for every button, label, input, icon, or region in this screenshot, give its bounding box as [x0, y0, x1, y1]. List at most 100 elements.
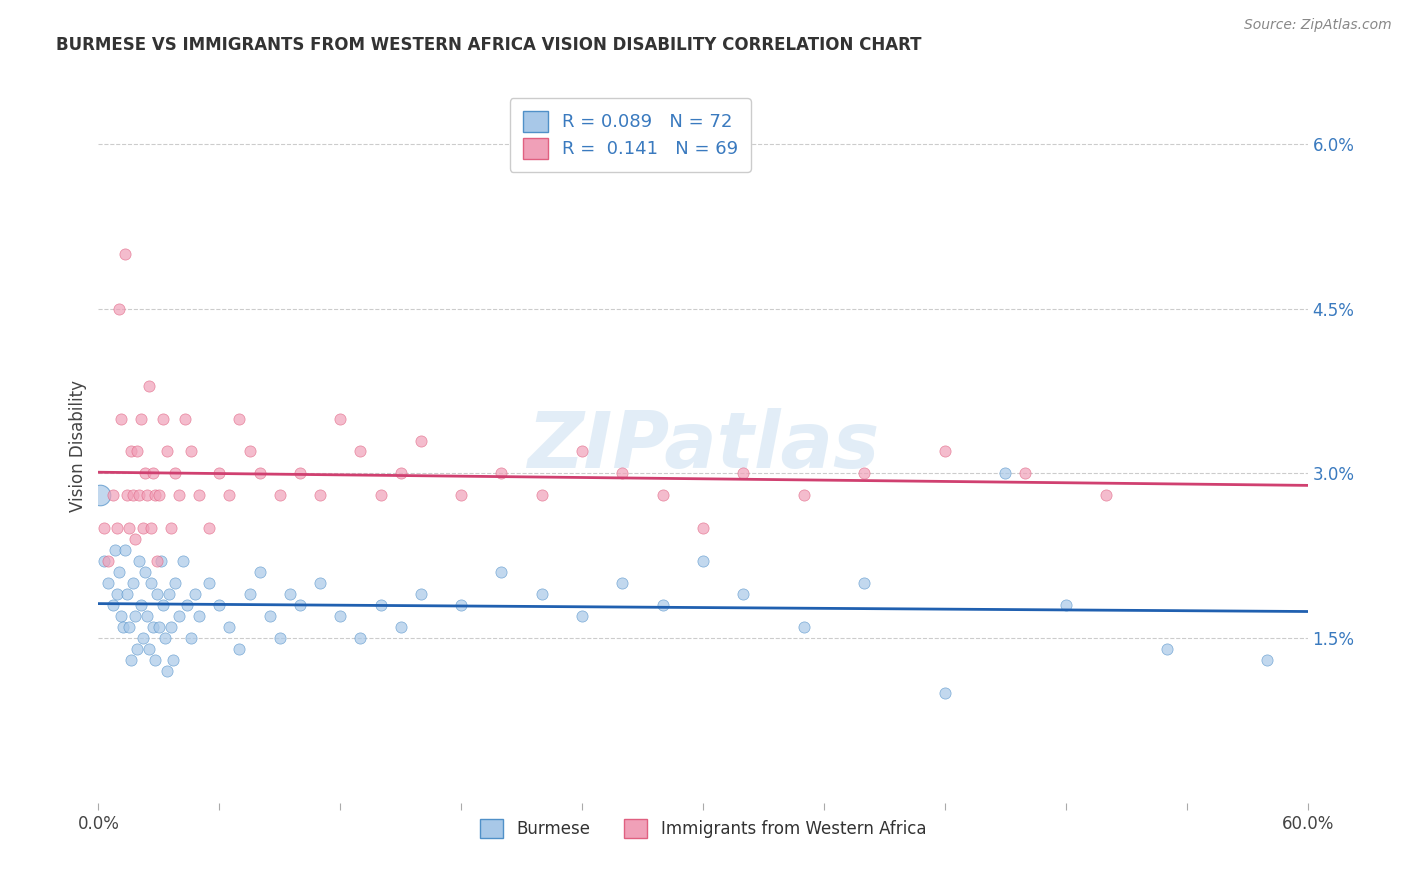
Point	[853, 576, 876, 591]
Point	[249, 467, 271, 481]
Point	[111, 620, 134, 634]
Point	[107, 566, 129, 580]
Point	[651, 488, 673, 502]
Point	[128, 488, 150, 502]
Point	[370, 488, 392, 502]
Point	[138, 642, 160, 657]
Text: ZIPatlas: ZIPatlas	[527, 408, 879, 484]
Point	[349, 444, 371, 458]
Point	[114, 247, 136, 261]
Point	[121, 576, 143, 591]
Point	[188, 488, 211, 502]
Point	[733, 587, 755, 601]
Point	[409, 434, 432, 448]
Point	[160, 620, 183, 634]
Point	[103, 543, 125, 558]
Point	[370, 598, 392, 612]
Point	[105, 521, 128, 535]
Point	[218, 620, 240, 634]
Point	[491, 467, 513, 481]
Point	[409, 587, 432, 601]
Point	[309, 576, 332, 591]
Point	[115, 587, 138, 601]
Point	[132, 521, 155, 535]
Point	[135, 609, 157, 624]
Point	[172, 554, 194, 568]
Point	[125, 642, 148, 657]
Point	[139, 576, 162, 591]
Point	[128, 554, 150, 568]
Point	[1054, 598, 1077, 612]
Point	[152, 598, 174, 612]
Point	[142, 467, 165, 481]
Point	[309, 488, 332, 502]
Point	[450, 598, 472, 612]
Point	[188, 609, 211, 624]
Point	[93, 521, 115, 535]
Point	[114, 543, 136, 558]
Point	[156, 444, 179, 458]
Point	[101, 488, 124, 502]
Point	[1156, 642, 1178, 657]
Point	[176, 598, 198, 612]
Point	[269, 631, 291, 645]
Point	[152, 411, 174, 425]
Text: Source: ZipAtlas.com: Source: ZipAtlas.com	[1244, 18, 1392, 32]
Point	[162, 653, 184, 667]
Point	[278, 587, 301, 601]
Point	[218, 488, 240, 502]
Point	[692, 521, 714, 535]
Point	[450, 488, 472, 502]
Point	[491, 566, 513, 580]
Point	[120, 444, 142, 458]
Point	[228, 411, 250, 425]
Point	[389, 620, 412, 634]
Point	[994, 467, 1017, 481]
Point	[148, 620, 170, 634]
Point	[167, 609, 190, 624]
Point	[1256, 653, 1278, 667]
Point	[571, 444, 593, 458]
Point	[118, 521, 141, 535]
Point	[101, 598, 124, 612]
Text: BURMESE VS IMMIGRANTS FROM WESTERN AFRICA VISION DISABILITY CORRELATION CHART: BURMESE VS IMMIGRANTS FROM WESTERN AFRIC…	[56, 36, 922, 54]
Point	[530, 587, 553, 601]
Point	[208, 598, 231, 612]
Point	[146, 587, 169, 601]
Point	[138, 378, 160, 392]
Point	[288, 598, 311, 612]
Point	[934, 444, 956, 458]
Point	[934, 686, 956, 700]
Y-axis label: Vision Disability: Vision Disability	[69, 380, 87, 512]
Point	[389, 467, 412, 481]
Point	[134, 467, 156, 481]
Point	[93, 554, 115, 568]
Point	[146, 554, 169, 568]
Point	[249, 566, 271, 580]
Point	[139, 521, 162, 535]
Point	[198, 576, 221, 591]
Point	[180, 444, 202, 458]
Point	[118, 620, 141, 634]
Point	[132, 631, 155, 645]
Point	[160, 521, 183, 535]
Point	[135, 488, 157, 502]
Point	[105, 587, 128, 601]
Point	[651, 598, 673, 612]
Point	[349, 631, 371, 645]
Point	[167, 488, 190, 502]
Point	[143, 653, 166, 667]
Point	[853, 467, 876, 481]
Point	[1095, 488, 1118, 502]
Point	[153, 631, 176, 645]
Point	[143, 488, 166, 502]
Point	[612, 576, 634, 591]
Point	[121, 488, 143, 502]
Point	[184, 587, 207, 601]
Point	[1014, 467, 1036, 481]
Point	[129, 411, 152, 425]
Point	[134, 566, 156, 580]
Point	[157, 587, 180, 601]
Point	[288, 467, 311, 481]
Point	[793, 620, 815, 634]
